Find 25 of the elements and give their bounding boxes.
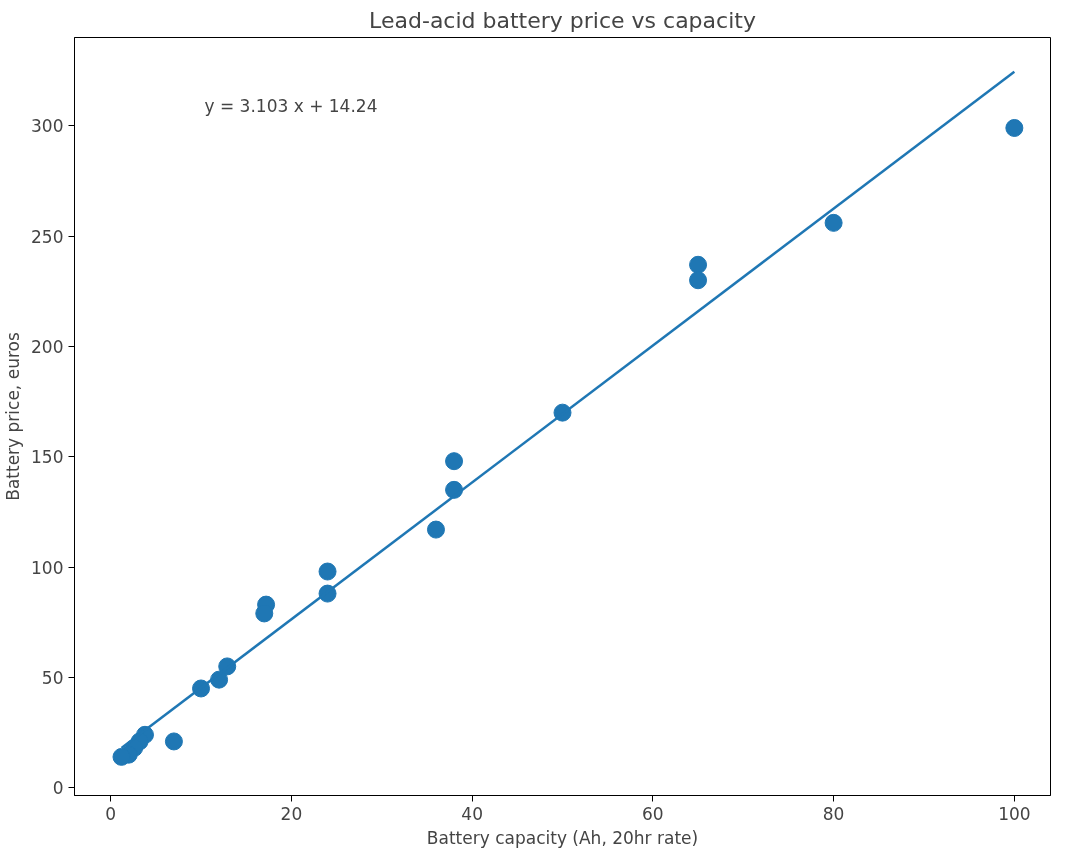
y-tick-label: 300 [31, 116, 64, 137]
chart-title: Lead-acid battery price vs capacity [369, 7, 756, 33]
annotation: y = 3.103 x + 14.24 [204, 95, 378, 116]
x-tick-label: 100 [998, 803, 1031, 824]
y-tick-label: 50 [41, 667, 64, 688]
x-tick-label: 0 [105, 803, 117, 824]
y-axis-title: Battery price, euros [3, 332, 24, 501]
point [1005, 118, 1024, 137]
y-tick-label: 250 [31, 226, 64, 247]
point [689, 271, 708, 290]
x-tick-label: 20 [280, 803, 303, 824]
y-tick-label: 100 [31, 557, 64, 578]
point [824, 213, 843, 232]
y-tick-label: 0 [52, 778, 64, 799]
y-tick-label: 200 [31, 336, 64, 357]
point [689, 255, 708, 274]
x-tick-label: 80 [822, 803, 845, 824]
x-axis-title: Battery capacity (Ah, 20hr rate) [426, 827, 699, 848]
point [318, 562, 337, 581]
y-tick-label: 150 [31, 447, 64, 468]
point [445, 452, 464, 471]
x-tick-label: 60 [642, 803, 664, 824]
point [426, 520, 445, 539]
x-tick-label: 40 [461, 803, 483, 824]
point [164, 732, 183, 751]
